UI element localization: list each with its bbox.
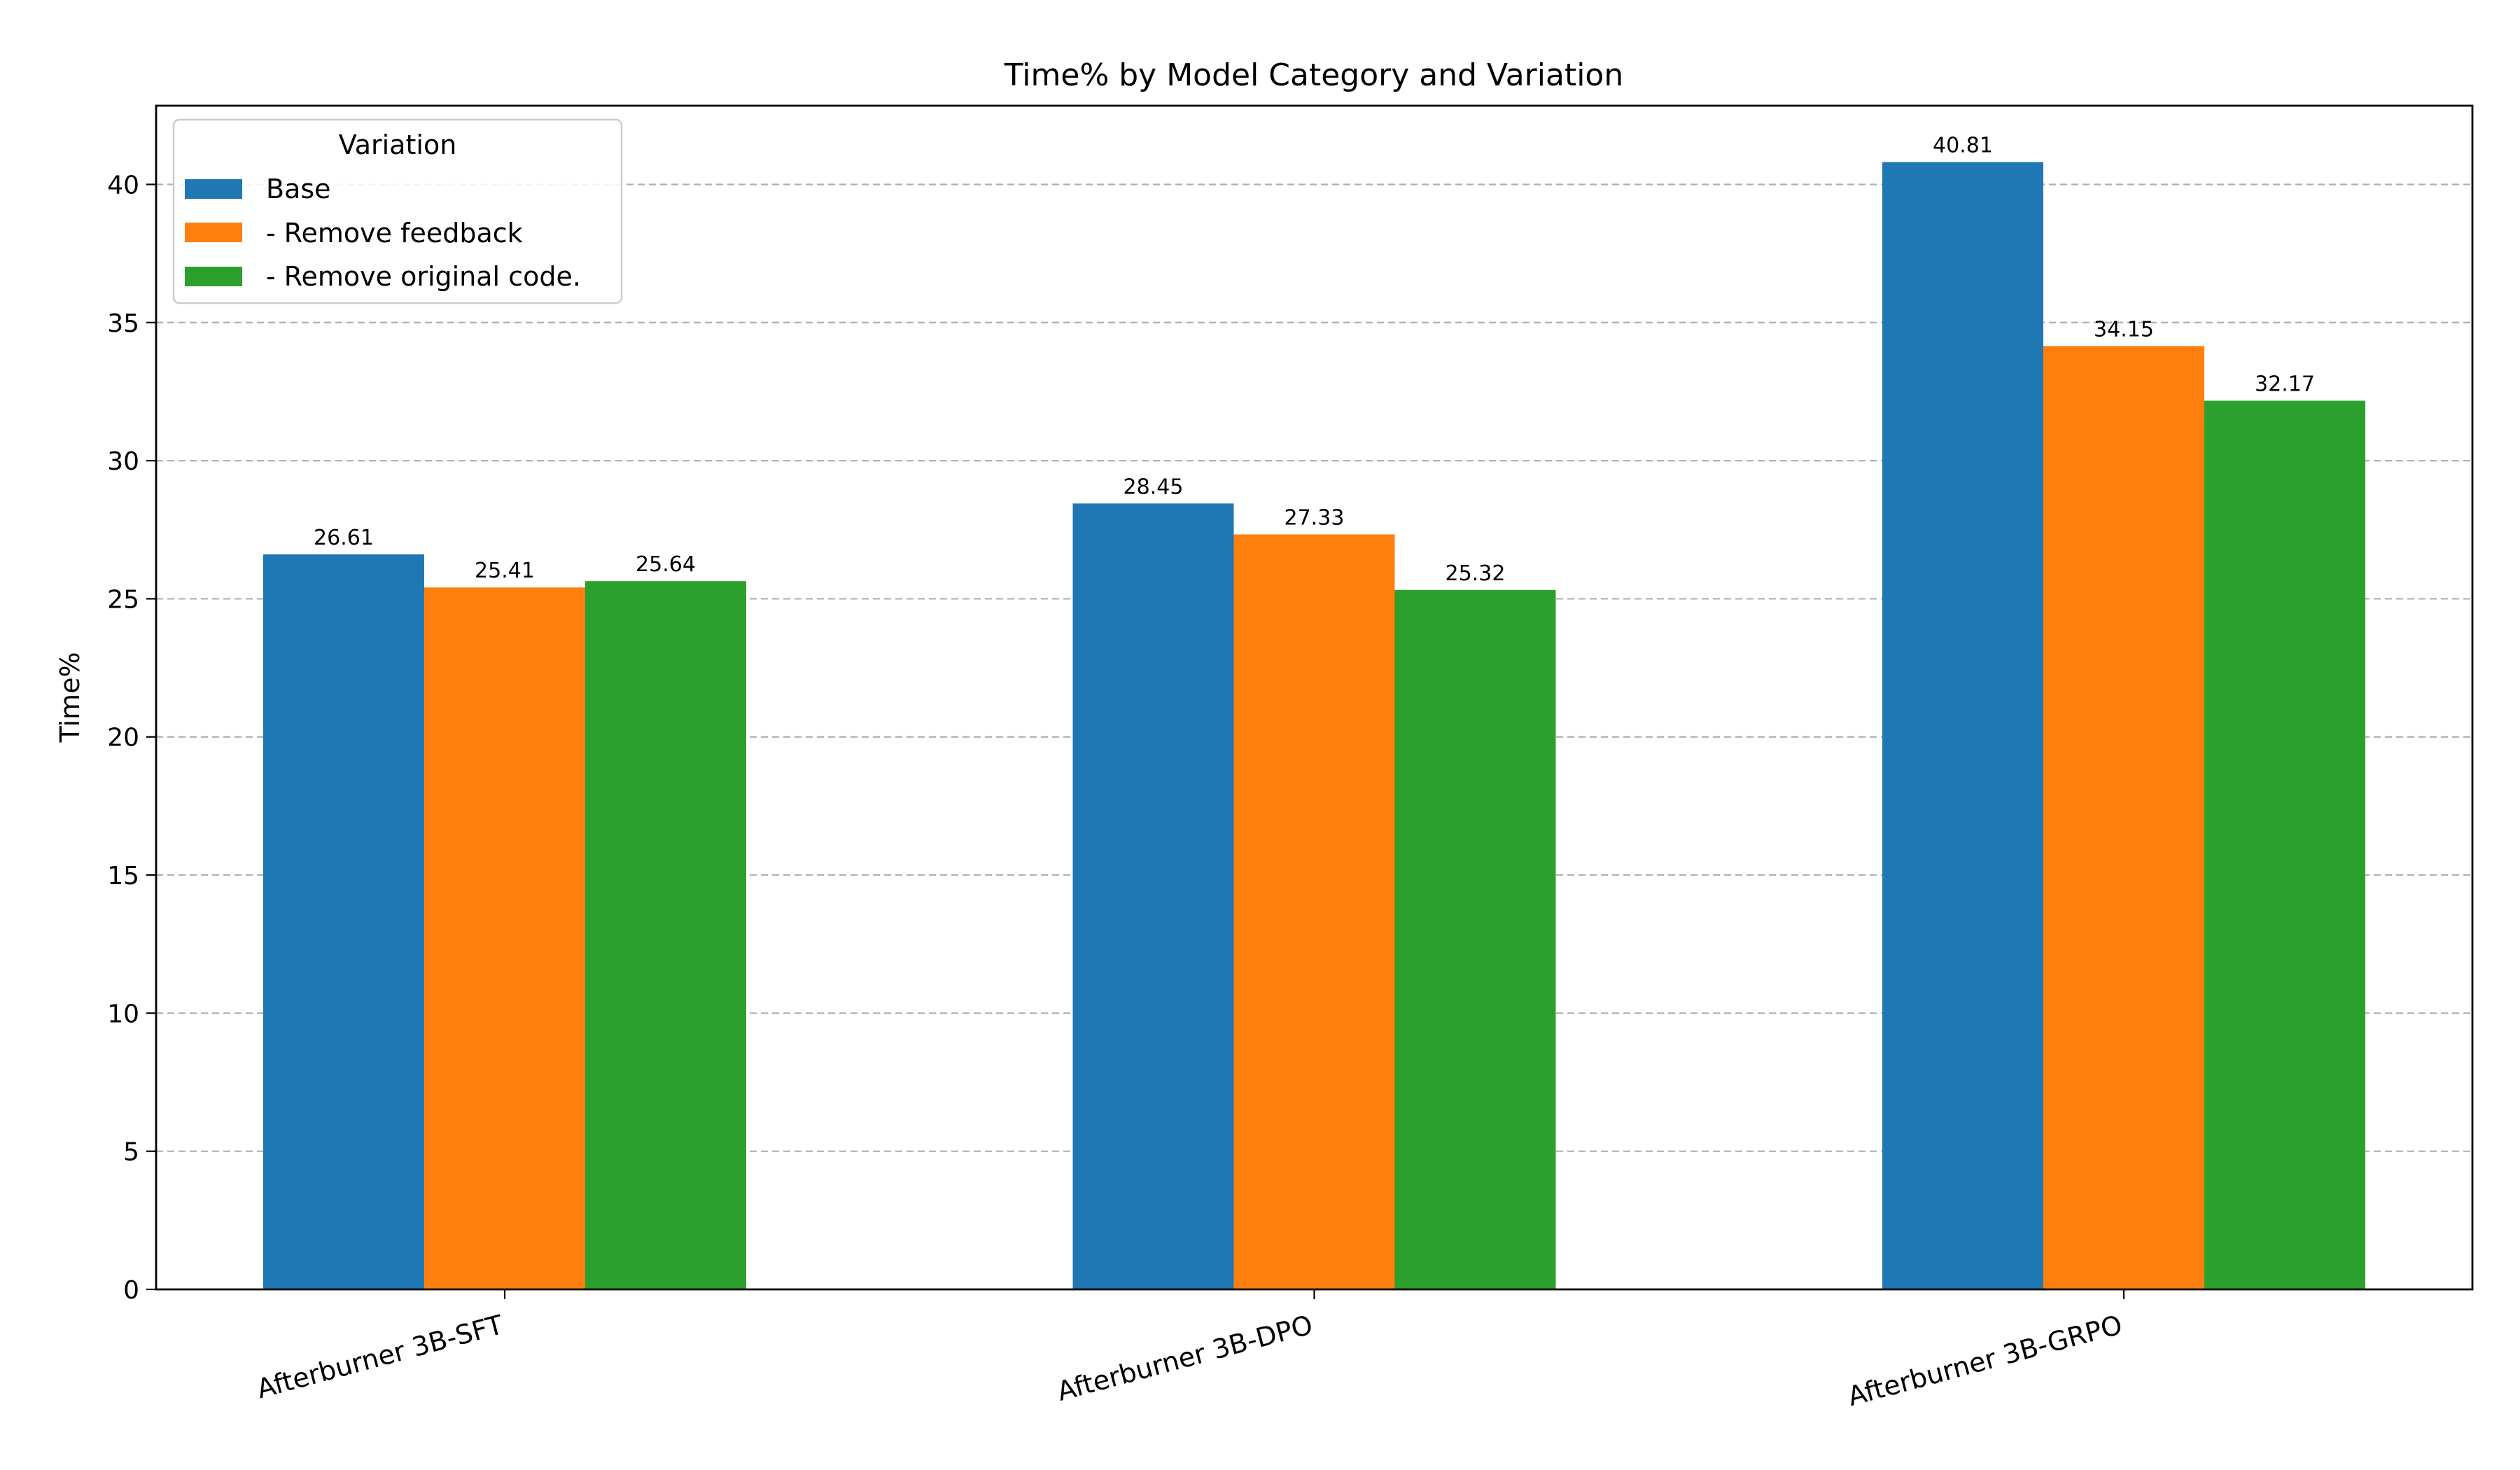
value-label-0-2: 40.81 bbox=[1933, 134, 1993, 158]
value-label-0-0: 26.61 bbox=[314, 526, 374, 550]
y-tick-label-20: 20 bbox=[107, 724, 139, 752]
y-tick-label-25: 25 bbox=[107, 585, 139, 614]
legend-label-remove-original-code: - Remove original code. bbox=[266, 261, 581, 292]
y-tick-label-15: 15 bbox=[107, 862, 139, 890]
bar-remove-original-code-0 bbox=[585, 581, 746, 1289]
y-axis-label: Time% bbox=[55, 652, 85, 743]
bar-remove-feedback-2 bbox=[2043, 346, 2204, 1290]
value-label-1-1: 27.33 bbox=[1284, 505, 1345, 530]
value-label-0-1: 28.45 bbox=[1124, 475, 1184, 499]
legend-label-base: Base bbox=[266, 174, 331, 204]
value-label-1-2: 34.15 bbox=[2094, 317, 2154, 342]
value-labels: 26.61 25.41 25.64 28.45 27.33 25.32 40.81 34.15… bbox=[314, 134, 2315, 586]
value-label-2-1: 25.32 bbox=[1446, 561, 1506, 586]
legend-swatch-base bbox=[185, 179, 242, 199]
y-axis: 0 5 10 15 20 25 30 35 40 bbox=[107, 171, 156, 1305]
value-label-1-0: 25.41 bbox=[475, 559, 535, 583]
bar-remove-feedback-1 bbox=[1233, 534, 1395, 1290]
legend: Variation Base - Remove feedback - Remov… bbox=[172, 118, 623, 304]
y-tick-label-10: 10 bbox=[107, 1000, 139, 1028]
bar-base-2 bbox=[1882, 162, 2043, 1290]
bar-base-1 bbox=[1072, 503, 1234, 1289]
y-tick-label-30: 30 bbox=[107, 447, 139, 476]
value-label-2-0: 25.64 bbox=[636, 552, 696, 577]
legend-swatch-remove-original-code bbox=[185, 267, 242, 286]
legend-label-remove-feedback: - Remove feedback bbox=[266, 218, 523, 248]
legend-title: Variation bbox=[339, 130, 457, 160]
legend-swatch-remove-feedback bbox=[185, 223, 242, 242]
bar-remove-original-code-1 bbox=[1394, 589, 1556, 1289]
bar-base-0 bbox=[263, 554, 424, 1289]
y-tick-label-0: 0 bbox=[123, 1276, 139, 1305]
bars bbox=[263, 162, 2365, 1290]
chart-title: Time% by Model Category and Variation bbox=[1004, 57, 1623, 93]
bar-remove-original-code-2 bbox=[2204, 400, 2365, 1289]
value-label-2-2: 32.17 bbox=[2255, 372, 2315, 396]
y-tick-label-40: 40 bbox=[107, 171, 139, 200]
y-tick-label-5: 5 bbox=[123, 1138, 139, 1167]
bar-remove-feedback-0 bbox=[424, 587, 585, 1289]
legend-box bbox=[172, 118, 623, 304]
y-tick-label-35: 35 bbox=[107, 309, 139, 338]
